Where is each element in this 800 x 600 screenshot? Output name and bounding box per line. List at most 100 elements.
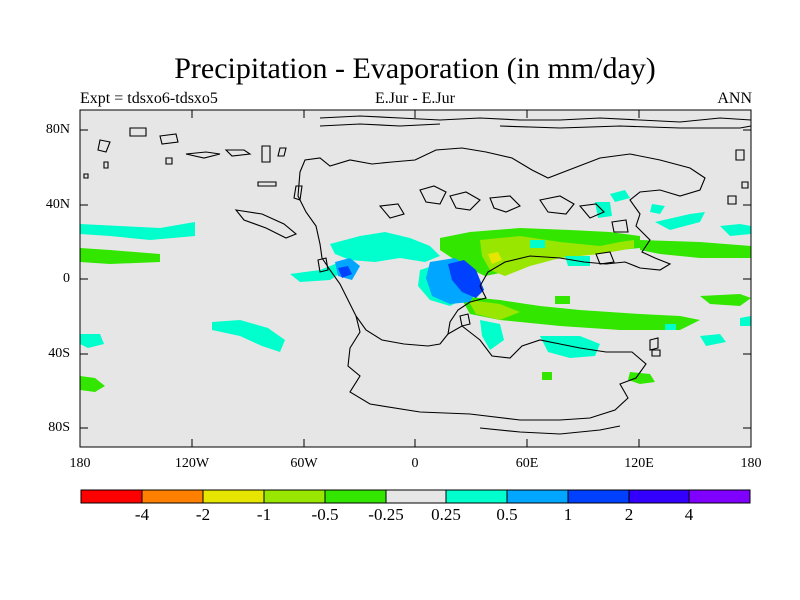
coastlines	[83, 115, 752, 435]
coastline-island	[234, 209, 298, 239]
colorbar-label: -4	[134, 505, 150, 524]
colorbar-label: -0.5	[311, 505, 339, 524]
positive-green-region	[700, 294, 751, 306]
anomaly-fields	[80, 190, 751, 392]
coastline-arctic	[499, 125, 752, 129]
map-title: Precipitation - Evaporation (in mm/day)	[174, 52, 656, 85]
coastline-island	[317, 257, 329, 273]
coastline-island	[224, 149, 252, 157]
coastline-island	[277, 147, 287, 157]
lat-label-equator: 0	[63, 271, 70, 286]
coastline-island	[727, 195, 737, 205]
colorbar-label: 0.25	[431, 505, 461, 524]
lon-label-60w: 60W	[290, 456, 318, 471]
coastline-arctic	[319, 123, 441, 127]
colorbar-label: 1	[563, 505, 573, 524]
colorbar-box-6	[386, 490, 446, 503]
negative-cyan-region	[700, 334, 726, 346]
colorbar-label: 0.5	[496, 505, 518, 524]
coastline-main	[297, 147, 706, 347]
coastline-island	[651, 349, 661, 357]
coastline-island	[103, 161, 109, 169]
colorbar-label: -0.25	[368, 505, 404, 524]
coastline-island	[165, 157, 173, 165]
lon-label-180e: 180	[740, 456, 762, 471]
colorbar-box-3	[203, 490, 264, 503]
axis-ticks	[80, 110, 751, 447]
colorbar-label: 2	[624, 505, 634, 524]
season-label: ANN	[717, 90, 752, 107]
coastline-island	[83, 173, 89, 179]
colorbar-box-9	[568, 490, 629, 503]
positive-green-region	[542, 372, 552, 380]
coastline-island	[419, 185, 447, 205]
coastline-island	[741, 181, 749, 189]
coastline-island	[539, 195, 575, 215]
coastline-island	[735, 149, 745, 161]
coastline-south	[347, 315, 647, 421]
colorbar-box-2	[142, 490, 203, 503]
lat-label-80s: 80S	[48, 420, 70, 435]
colorbar-box-11	[689, 490, 750, 503]
coastline-island	[378, 203, 405, 219]
experiment-label: Expt = tdsxo6-tdsxo5	[80, 90, 218, 107]
colorbar-box-7	[446, 490, 507, 503]
coastline-island	[611, 219, 629, 233]
positive-lightgreen-region	[468, 300, 520, 320]
negative-cyan-region	[650, 204, 665, 214]
colorbar-label: -1	[256, 505, 272, 524]
coastline-island	[257, 181, 277, 187]
positive-green-region	[80, 248, 160, 264]
negative-cyan-region	[530, 240, 545, 248]
lat-label-40s: 40S	[48, 346, 70, 361]
coastline-island	[459, 313, 471, 327]
coastline-island	[293, 185, 303, 201]
coastline-island	[595, 251, 615, 265]
lon-label-180w: 180	[69, 456, 91, 471]
negative-cyan-region	[480, 320, 504, 350]
negative-cyan-region	[80, 334, 104, 348]
colorbar-box-4	[264, 490, 325, 503]
positive-yellow-core	[488, 252, 502, 264]
lat-label-80n: 80N	[45, 122, 70, 137]
coastline-island	[578, 203, 605, 219]
negative-cyan-region	[80, 222, 195, 240]
positive-green-region	[460, 296, 700, 330]
coastline-island	[489, 195, 521, 213]
positive-green-region	[628, 372, 655, 384]
colorbar-label: -2	[195, 505, 211, 524]
negative-blue-region	[448, 260, 484, 298]
colorbar-box-10	[629, 490, 689, 503]
lat-label-40n: 40N	[45, 197, 70, 212]
negative-cyan-region	[740, 316, 751, 326]
coastline-island	[129, 127, 147, 137]
positive-green-region	[80, 376, 105, 392]
lon-label-60e: 60E	[515, 456, 539, 471]
coastline-island	[185, 151, 221, 159]
lon-label-120w: 120W	[174, 456, 210, 471]
negative-blue-region	[338, 266, 352, 278]
colorbar	[80, 489, 751, 504]
coastline-island	[449, 191, 481, 211]
positive-green-region	[640, 240, 751, 258]
period-label: E.Jur - E.Jur	[375, 90, 455, 107]
coastline-island	[261, 145, 271, 163]
coastline-island	[97, 139, 111, 153]
negative-cyan-region	[290, 262, 345, 282]
negative-cyan-region	[665, 324, 676, 330]
coastline-antarctic	[479, 425, 621, 435]
negative-cyan-region	[330, 232, 440, 262]
negative-cyan-region	[540, 336, 600, 358]
colorbar-label: 4	[684, 505, 694, 524]
lon-label-0: 0	[411, 456, 419, 471]
map-background	[80, 110, 751, 447]
colorbar-box-8	[507, 490, 568, 503]
coastline-arctic	[319, 115, 752, 123]
negative-cyan-region	[655, 212, 705, 230]
colorbar-box-1	[81, 490, 142, 503]
lon-label-120e: 120E	[624, 456, 654, 471]
negative-cyan-region	[720, 224, 751, 236]
positive-green-region	[555, 296, 570, 304]
coastline-island	[159, 133, 179, 145]
